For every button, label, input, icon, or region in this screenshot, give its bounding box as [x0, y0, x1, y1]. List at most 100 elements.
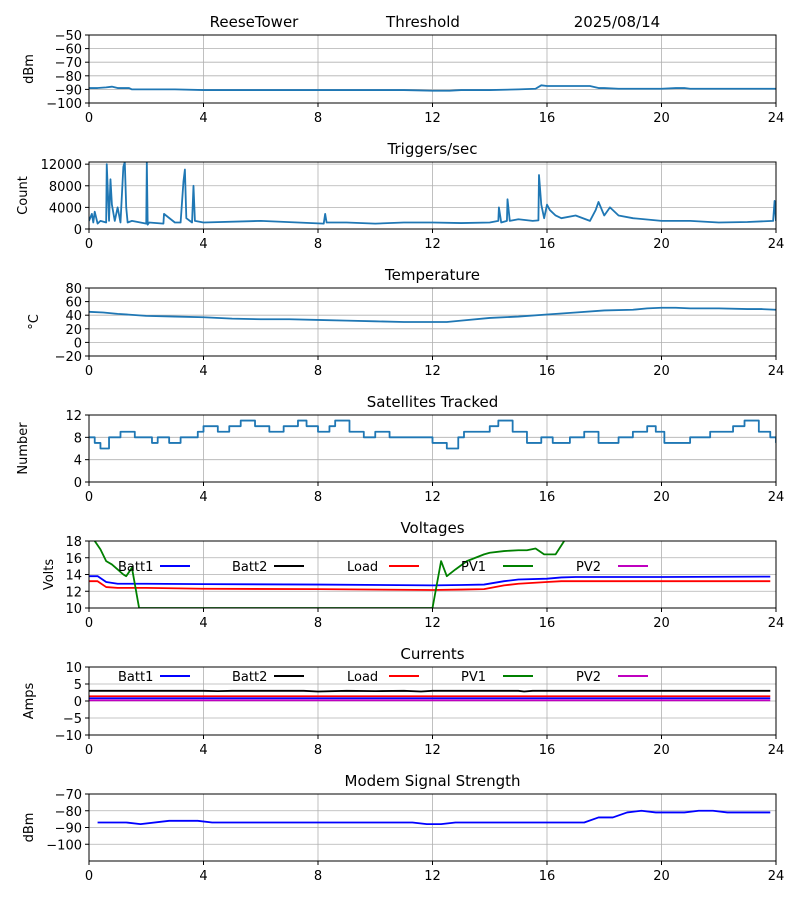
- x-tick-label: 16: [539, 237, 556, 252]
- x-tick-label: 12: [424, 364, 441, 379]
- panel-triggers: 0 4 8 12 16 20 24 12000 8000 4000 0 Triggers/sec Cou…: [16, 140, 784, 252]
- legend-label-batt2: Batt2: [232, 670, 267, 685]
- x-tick-label: 0: [85, 869, 93, 884]
- y-tick-label: 60: [65, 296, 82, 311]
- x-tick-label: 24: [768, 490, 785, 505]
- legend-label-pv2: PV2: [576, 670, 601, 685]
- x-tick-label: 20: [653, 743, 670, 758]
- x-tick-label: 20: [653, 237, 670, 252]
- x-tick-label: 12: [424, 869, 441, 884]
- series-line-batt2: [89, 689, 771, 693]
- y-tick-label: 20: [65, 323, 82, 338]
- y-tick-label: 0: [74, 336, 82, 351]
- y-tick-label: 12: [65, 585, 82, 600]
- x-tick-label: 24: [768, 616, 785, 631]
- x-tick-label: 0: [85, 490, 93, 505]
- y-tick-label: −70: [55, 788, 82, 803]
- y-tick-label: −80: [55, 805, 82, 820]
- header-date: 2025/08/14: [574, 13, 660, 31]
- y-tick-label: −100: [46, 838, 82, 853]
- x-tick-label: 12: [424, 490, 441, 505]
- header-station: ReeseTower: [210, 13, 300, 31]
- x-tick-label: 8: [314, 364, 322, 379]
- y-tick-label: 10: [65, 661, 82, 676]
- x-tick-label: 4: [199, 237, 207, 252]
- y-axis-label: °C: [27, 314, 42, 330]
- x-tick-label: 12: [424, 111, 441, 126]
- x-tick-label: 24: [768, 364, 785, 379]
- legend-label-load: Load: [347, 670, 378, 685]
- y-tick-label: 14: [65, 569, 82, 584]
- series-line-threshold: [89, 84, 776, 92]
- y-tick-label: −90: [55, 83, 82, 98]
- x-tick-label: 0: [85, 743, 93, 758]
- legend-label-batt1: Batt1: [118, 560, 153, 575]
- y-tick-label: −100: [46, 97, 82, 112]
- y-tick-label: 0: [74, 223, 82, 238]
- x-tick-label: 4: [199, 869, 207, 884]
- x-tick-label: 24: [768, 111, 785, 126]
- x-tick-label: 0: [85, 111, 93, 126]
- x-tick-label: 0: [85, 616, 93, 631]
- y-tick-label: −70: [55, 56, 82, 71]
- y-tick-label: −90: [55, 822, 82, 837]
- series-line-pv1: [93, 541, 565, 608]
- y-tick-label: 8000: [49, 180, 82, 195]
- y-tick-label: 10: [65, 602, 82, 617]
- panel-satellites: 0 4 8 12 16 20 24 12 8 4 0 Satellites Tracked Number: [16, 393, 784, 505]
- y-tick-label: 40: [65, 309, 82, 324]
- series-line-load: [89, 580, 771, 591]
- panel-title: Temperature: [384, 266, 480, 284]
- panel-currents: Batt1 Batt2 Load PV1 PV2 0 4 8 12 16 20 24 10 5 0 −5 −10…: [22, 645, 784, 758]
- x-tick-label: 20: [653, 111, 670, 126]
- panel-modem-signal: 0 4 8 12 16 20 24 −70 −80 −90−100 Modem Signal Str…: [22, 772, 784, 884]
- y-tick-label: −80: [55, 70, 82, 85]
- x-tick-label: 0: [85, 237, 93, 252]
- x-tick-label: 20: [653, 364, 670, 379]
- legend-label-load: Load: [347, 560, 378, 575]
- y-tick-label: 0: [74, 476, 82, 491]
- y-tick-label: −50: [55, 29, 82, 44]
- x-tick-label: 24: [768, 743, 785, 758]
- x-tick-label: 24: [768, 237, 785, 252]
- x-tick-label: 4: [199, 490, 207, 505]
- y-tick-label: 4000: [49, 201, 82, 216]
- panel-title: Satellites Tracked: [367, 393, 498, 411]
- x-tick-label: 16: [539, 616, 556, 631]
- legend-label-pv1: PV1: [461, 560, 486, 575]
- x-tick-label: 16: [539, 743, 556, 758]
- x-tick-label: 8: [314, 237, 322, 252]
- x-tick-label: 8: [314, 490, 322, 505]
- y-axis-label: Volts: [42, 559, 57, 591]
- x-tick-label: 4: [199, 111, 207, 126]
- y-tick-label: −5: [63, 712, 82, 727]
- series-line-triggers: [89, 162, 776, 226]
- y-tick-label: 18: [65, 535, 82, 550]
- panel-title: Currents: [400, 645, 464, 663]
- y-axis-label: dBm: [22, 54, 37, 84]
- x-tick-label: 16: [539, 869, 556, 884]
- y-tick-label: 12: [65, 409, 82, 424]
- y-tick-label: 4: [74, 454, 82, 469]
- legend-label-pv1: PV1: [461, 670, 486, 685]
- y-tick-label: 5: [74, 678, 82, 693]
- y-tick-label: 0: [74, 695, 82, 710]
- header-mode: Threshold: [385, 13, 460, 31]
- legend-label-batt1: Batt1: [118, 670, 153, 685]
- x-tick-label: 16: [539, 364, 556, 379]
- y-axis-label: Number: [16, 422, 31, 475]
- x-tick-label: 0: [85, 364, 93, 379]
- series-line-modem: [97, 809, 771, 826]
- y-tick-label: 80: [65, 282, 82, 297]
- y-tick-label: −60: [55, 43, 82, 58]
- y-tick-label: −20: [55, 350, 82, 365]
- y-axis-label: Amps: [22, 682, 37, 719]
- panel-title: Triggers/sec: [387, 140, 478, 158]
- y-tick-label: −10: [55, 729, 82, 744]
- x-tick-label: 4: [199, 616, 207, 631]
- x-tick-label: 4: [199, 743, 207, 758]
- x-tick-label: 24: [768, 869, 785, 884]
- y-axis-label: dBm: [22, 813, 37, 843]
